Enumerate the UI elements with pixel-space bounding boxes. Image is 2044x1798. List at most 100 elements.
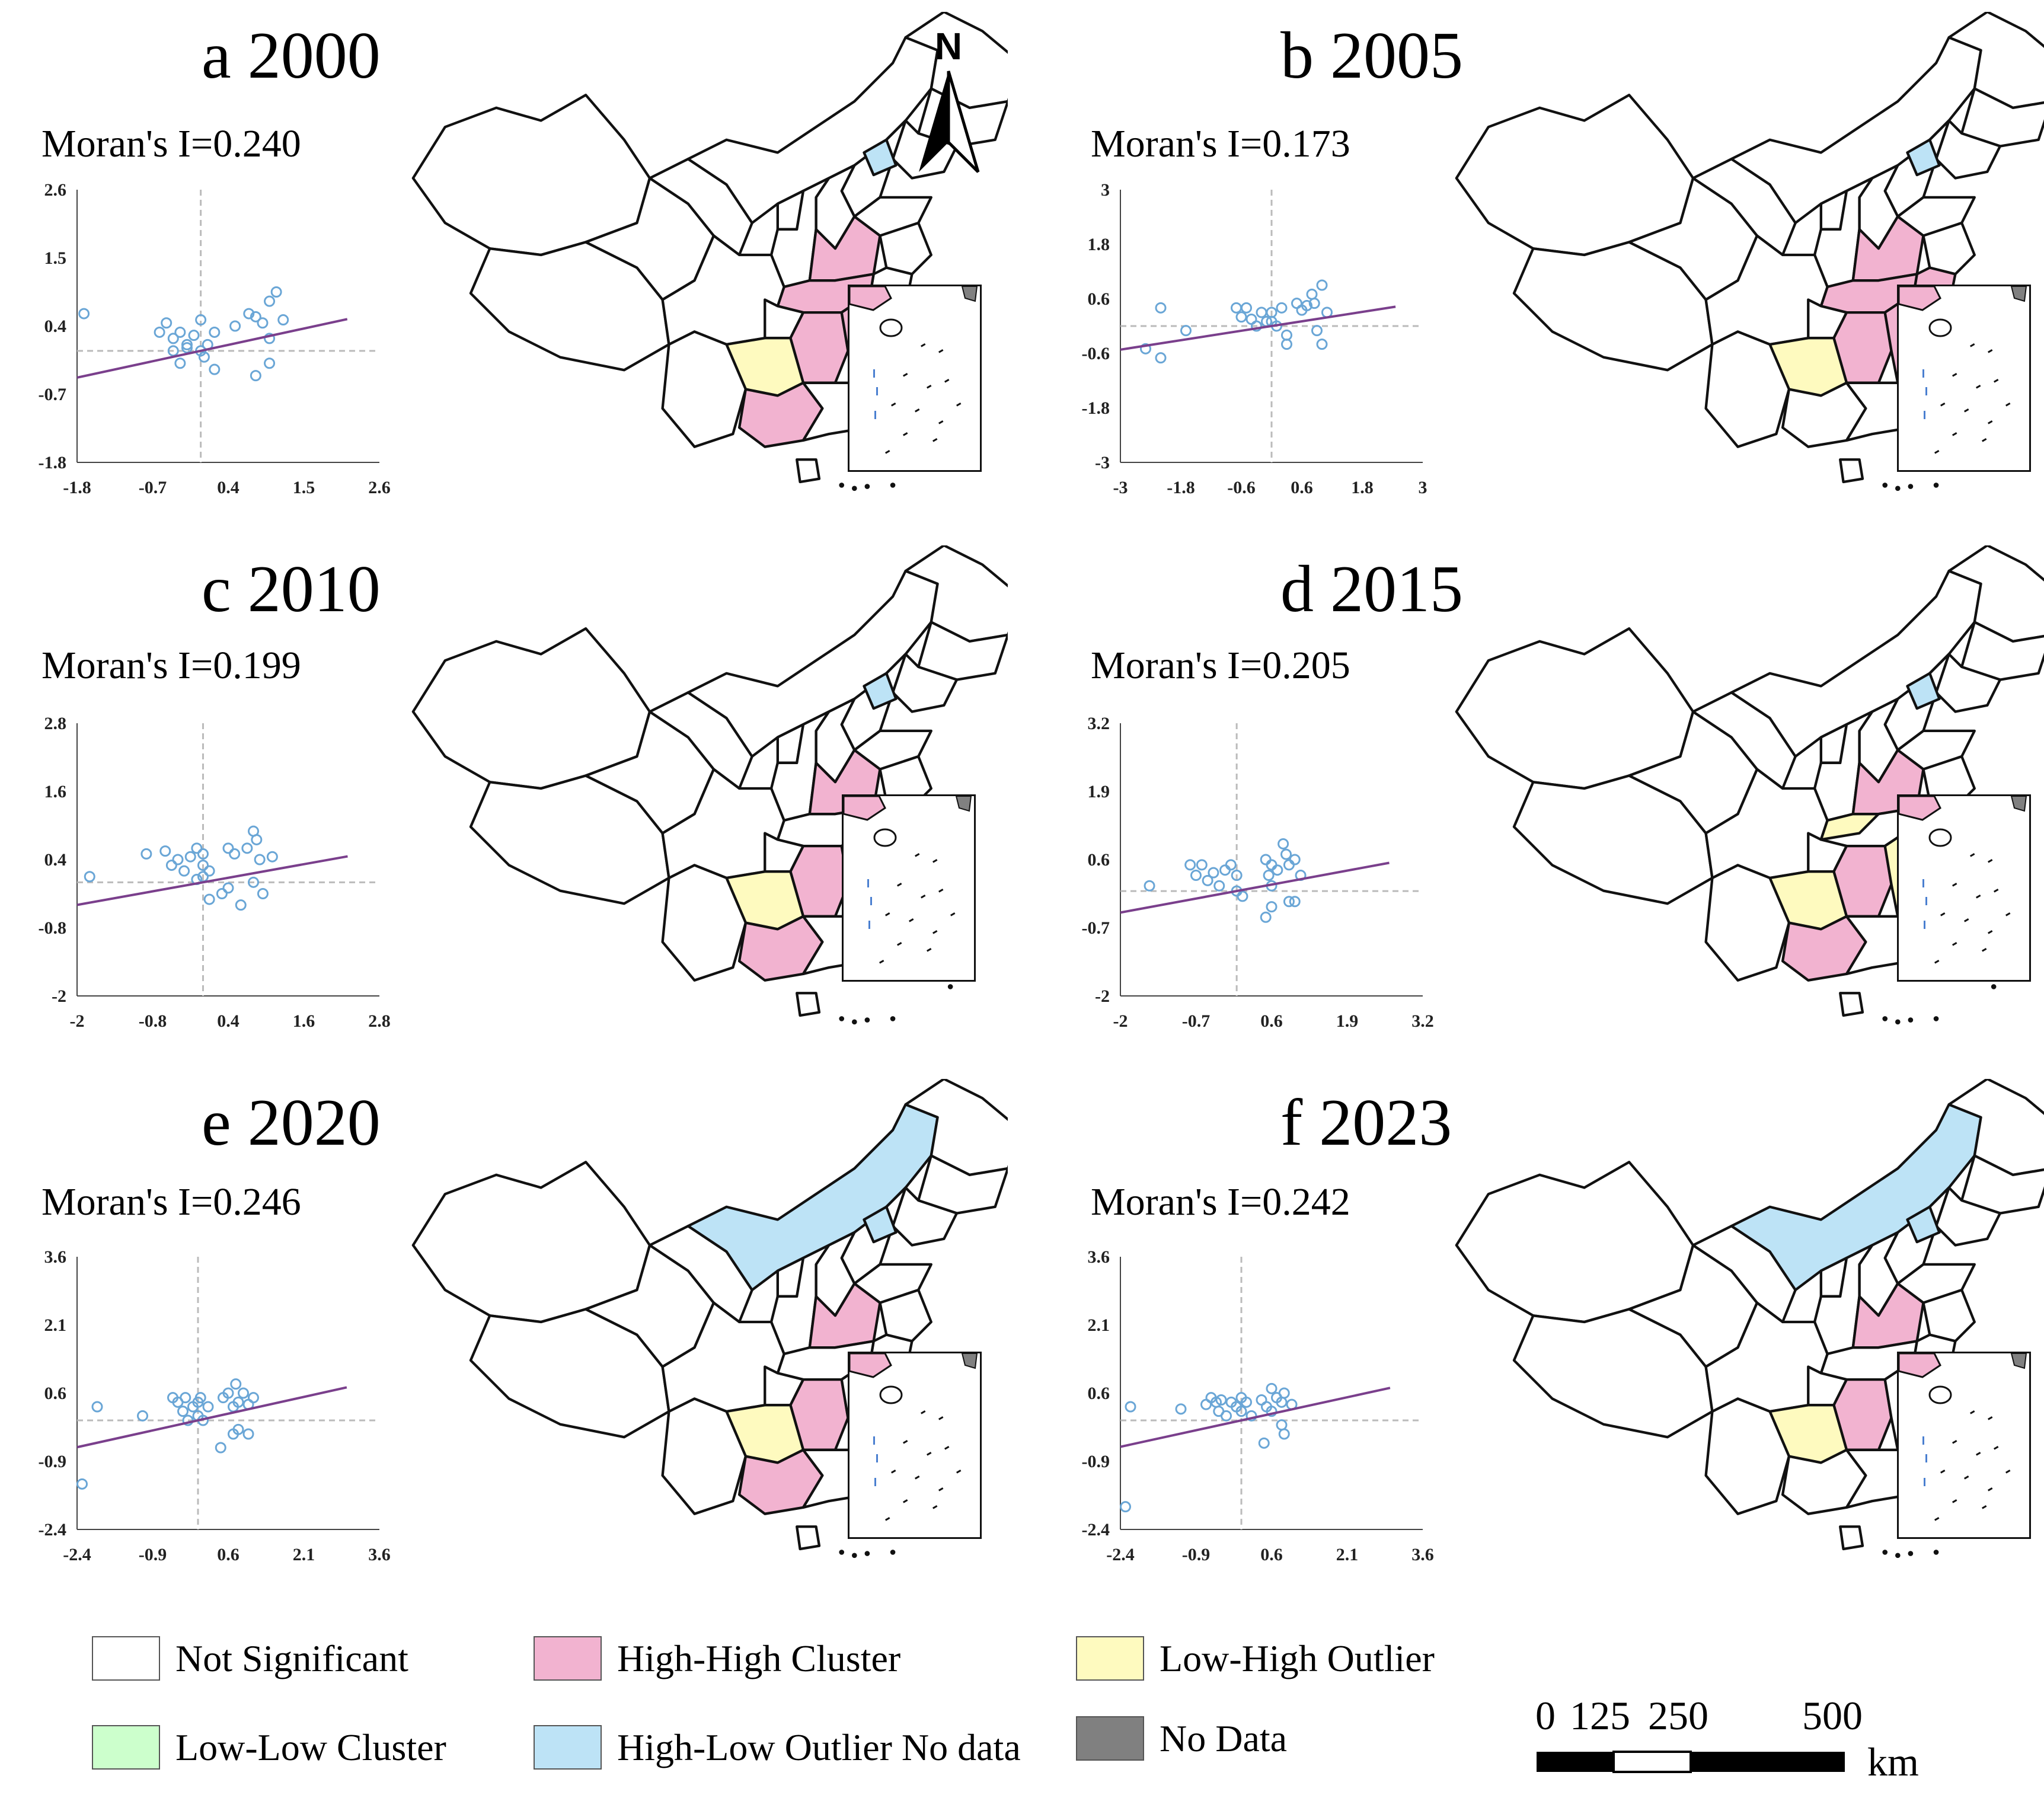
scatter-point: [277, 314, 289, 326]
scatter-point: [266, 851, 278, 863]
moran-scatterplot: -2 -0.7 0.6 1.9 3.2 3.2 1.9 0.6 -0.7 -2: [1082, 714, 1434, 1031]
legend-label: Low-High Outlier: [1160, 1637, 1435, 1679]
island-mark: [890, 1016, 896, 1021]
inset-islet: [932, 930, 938, 934]
regression-line: [76, 855, 348, 906]
legend-label: Low-Low Cluster: [175, 1726, 446, 1768]
scatter-point: [1266, 859, 1278, 871]
y-tick-label: 3.2: [1088, 714, 1110, 733]
province-innermongolia: [686, 1103, 939, 1292]
legend-swatch: [534, 1636, 602, 1681]
china-map-svg: [411, 1077, 1022, 1559]
inset-nodata: [955, 796, 972, 812]
scatter-point: [242, 1428, 254, 1440]
scatter-point: [1219, 864, 1231, 876]
china-map-svg: [1455, 1077, 2044, 1559]
map-legend: Not Significant High-High Cluster Low-Hi…: [92, 1636, 1515, 1790]
legend-swatch: [92, 1636, 160, 1681]
inset-islet: [921, 1410, 926, 1414]
inset-islet: [1952, 432, 1957, 436]
scale-tick-0: 0: [1535, 1693, 1556, 1738]
legend-item-high-low: High-Low Outlier No data: [534, 1725, 1021, 1770]
inset-boundary-dash: [868, 921, 870, 929]
province-hainan: [1839, 458, 1864, 484]
inset-boundary-dash: [874, 411, 876, 419]
scatter-point: [191, 842, 203, 854]
scatter-point: [172, 854, 184, 866]
scatter-point: [154, 326, 165, 338]
scatter-point: [1202, 874, 1213, 886]
inset-boundary-dash: [1925, 897, 1927, 905]
south-china-sea-inset: [848, 1352, 982, 1539]
x-tick-label: -0.8: [139, 1011, 167, 1031]
scatter-point: [159, 845, 171, 857]
scale-tick-125: 125: [1570, 1693, 1630, 1738]
inset-islet: [915, 1476, 920, 1480]
regression-line: [76, 318, 348, 379]
inset-svg: [1899, 796, 2027, 964]
scatter-point: [222, 882, 234, 894]
scatter-point: [1221, 1410, 1232, 1422]
province-beijing: [863, 138, 898, 177]
x-tick-label: 0.6: [1260, 1011, 1283, 1031]
scatter-point: [222, 842, 234, 854]
scatter-point: [1241, 1396, 1252, 1408]
province-heilongjiang: [1947, 544, 2044, 643]
inset-province: [849, 1353, 892, 1378]
x-tick-label: -0.9: [139, 1545, 167, 1564]
inset-boundary-dash: [1922, 369, 1924, 378]
island-mark: [1933, 1550, 1939, 1555]
inset-islet: [938, 349, 944, 353]
x-tick-label: -2.4: [1106, 1545, 1135, 1564]
inset-boundary-dash: [873, 1436, 875, 1445]
scatter-point: [216, 888, 228, 899]
island-mark: [1895, 1019, 1901, 1025]
island-mark: [1933, 483, 1939, 488]
province-beijing: [1906, 138, 1941, 177]
province-yunnan: [661, 330, 748, 448]
x-tick-label: 0.4: [217, 478, 239, 497]
scatter-point: [178, 865, 190, 877]
legend-item-low-low: Low-Low Cluster: [92, 1725, 446, 1770]
inset-svg: [849, 1353, 978, 1521]
inset-province: [1899, 286, 1941, 311]
inset-islet: [956, 1470, 962, 1474]
x-tick-label: 3.6: [1411, 1545, 1434, 1564]
inset-islet: [1952, 1499, 1957, 1503]
y-tick-label: -0.6: [1082, 344, 1110, 363]
scatter-point: [257, 317, 269, 329]
inset-islet: [909, 918, 914, 922]
province-beijing: [1906, 1205, 1941, 1244]
x-tick-label: 2.1: [293, 1545, 315, 1564]
inset-boundary-dash: [1925, 1454, 1927, 1462]
scatter-point: [1196, 859, 1208, 871]
inset-islet: [1940, 402, 1946, 407]
scatter-point: [1256, 306, 1267, 318]
inset-islet: [1940, 1470, 1946, 1474]
inset-islet: [903, 373, 908, 377]
moran-i-label: Moran's I=0.246: [41, 1180, 301, 1224]
y-tick-label: 0.6: [1088, 850, 1110, 870]
scatter-point: [232, 1423, 244, 1435]
inset-nodata: [2010, 286, 2027, 302]
inset-boundary-dash: [1922, 879, 1924, 887]
inset-islet: [885, 449, 890, 454]
scatter-point: [1308, 298, 1320, 309]
province-heilongjiang: [1947, 10, 2044, 109]
inset-islet: [885, 1517, 890, 1521]
inset-islet: [1952, 1440, 1957, 1444]
inset-islet: [921, 343, 926, 347]
y-tick-label: -2.4: [1082, 1520, 1110, 1540]
y-tick-label: 2.1: [44, 1315, 67, 1335]
moran-scatterplot: -2.4 -0.9 0.6 2.1 3.6 3.6 2.1 0.6 -0.9 -2.4: [1082, 1247, 1434, 1564]
inset-island: [873, 828, 897, 847]
inset-islet: [885, 912, 890, 916]
scatter-point: [1311, 325, 1323, 337]
y-tick-label: -1.8: [1082, 398, 1110, 418]
province-jiangsu: [879, 221, 932, 276]
x-tick-label: 2.1: [1336, 1545, 1359, 1564]
scatter-point: [1155, 302, 1167, 314]
legend-swatch: [534, 1725, 602, 1770]
inset-nodata: [961, 1353, 978, 1369]
scatter-point: [1276, 302, 1288, 314]
